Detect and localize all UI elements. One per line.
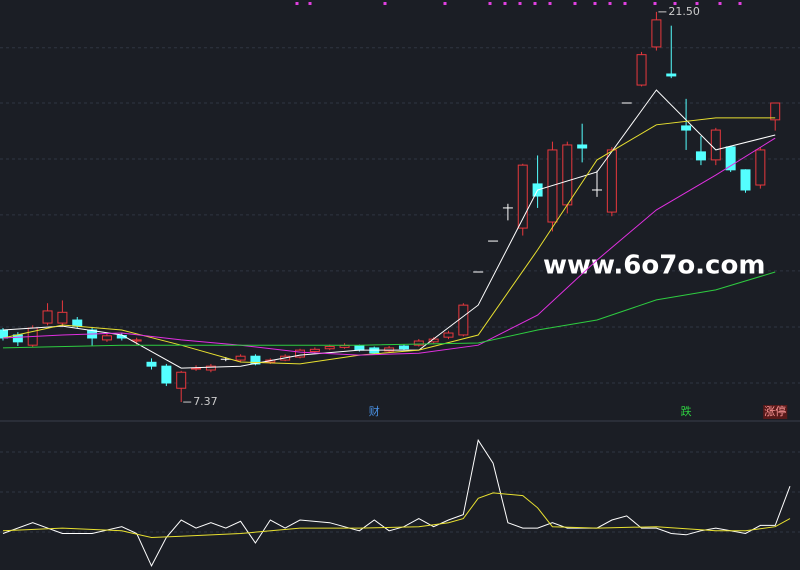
candle-body xyxy=(12,334,23,343)
candle-body xyxy=(413,340,424,346)
top-dot xyxy=(718,2,722,5)
candle-body xyxy=(577,144,588,149)
top-dot xyxy=(738,2,742,5)
candle-body xyxy=(681,125,692,131)
candle-body xyxy=(354,345,365,351)
event-marker: 跌 xyxy=(681,404,692,418)
annotation-label: 21.50 xyxy=(668,5,700,18)
candle-body xyxy=(740,169,751,191)
candle-body xyxy=(42,310,53,324)
candle-body xyxy=(695,151,706,161)
line xyxy=(2,492,791,539)
line xyxy=(2,89,776,369)
top-dot xyxy=(593,2,597,5)
top-dot xyxy=(548,2,552,5)
candle-body xyxy=(101,335,112,341)
watermark: www.6o7o.com xyxy=(543,251,765,281)
top-dot xyxy=(533,2,537,5)
candle-body xyxy=(295,349,305,358)
top-dot xyxy=(673,2,677,5)
candle-body xyxy=(146,361,157,367)
top-dot xyxy=(518,2,522,5)
candle-body xyxy=(324,346,335,350)
candle-body xyxy=(191,367,202,370)
line xyxy=(2,137,776,356)
event-marker: 涨停 xyxy=(764,404,786,418)
top-dot xyxy=(488,2,492,5)
top-dot xyxy=(573,2,577,5)
top-dot xyxy=(383,2,387,5)
top-dot xyxy=(695,2,699,5)
candle-body xyxy=(72,319,83,327)
top-dot xyxy=(608,2,612,5)
candle-body xyxy=(235,355,246,361)
candle-body xyxy=(636,54,647,86)
annotation-label: 7.37 xyxy=(193,395,218,408)
candle-body xyxy=(651,19,662,48)
candle-body xyxy=(458,304,469,336)
candle-body xyxy=(339,344,350,348)
candle-body xyxy=(398,345,409,350)
candle-body xyxy=(176,371,187,389)
top-dot xyxy=(443,2,447,5)
top-dot xyxy=(653,2,657,5)
candle-body xyxy=(384,347,395,352)
line xyxy=(2,117,776,365)
event-marker-bg xyxy=(763,405,788,419)
candle-body xyxy=(250,355,261,365)
candle-body xyxy=(725,146,736,171)
candle-body xyxy=(666,73,677,77)
event-marker: 财 xyxy=(369,404,380,418)
top-dot xyxy=(295,2,299,5)
candle-body xyxy=(131,339,142,342)
top-markers xyxy=(295,2,742,5)
candle-body xyxy=(205,365,216,371)
candle-body xyxy=(57,311,68,324)
candle-body xyxy=(517,164,528,229)
candle-body xyxy=(161,365,172,384)
candle-body xyxy=(755,149,766,186)
line xyxy=(2,438,791,568)
candle-body xyxy=(606,149,617,213)
top-dot xyxy=(503,2,507,5)
top-dot xyxy=(623,2,627,5)
candle-body xyxy=(309,348,320,353)
candle-body xyxy=(770,102,781,121)
line xyxy=(2,271,776,349)
candle-body xyxy=(443,332,454,338)
candle-body xyxy=(710,129,721,161)
top-dot xyxy=(308,2,312,5)
candle-body xyxy=(562,144,573,206)
